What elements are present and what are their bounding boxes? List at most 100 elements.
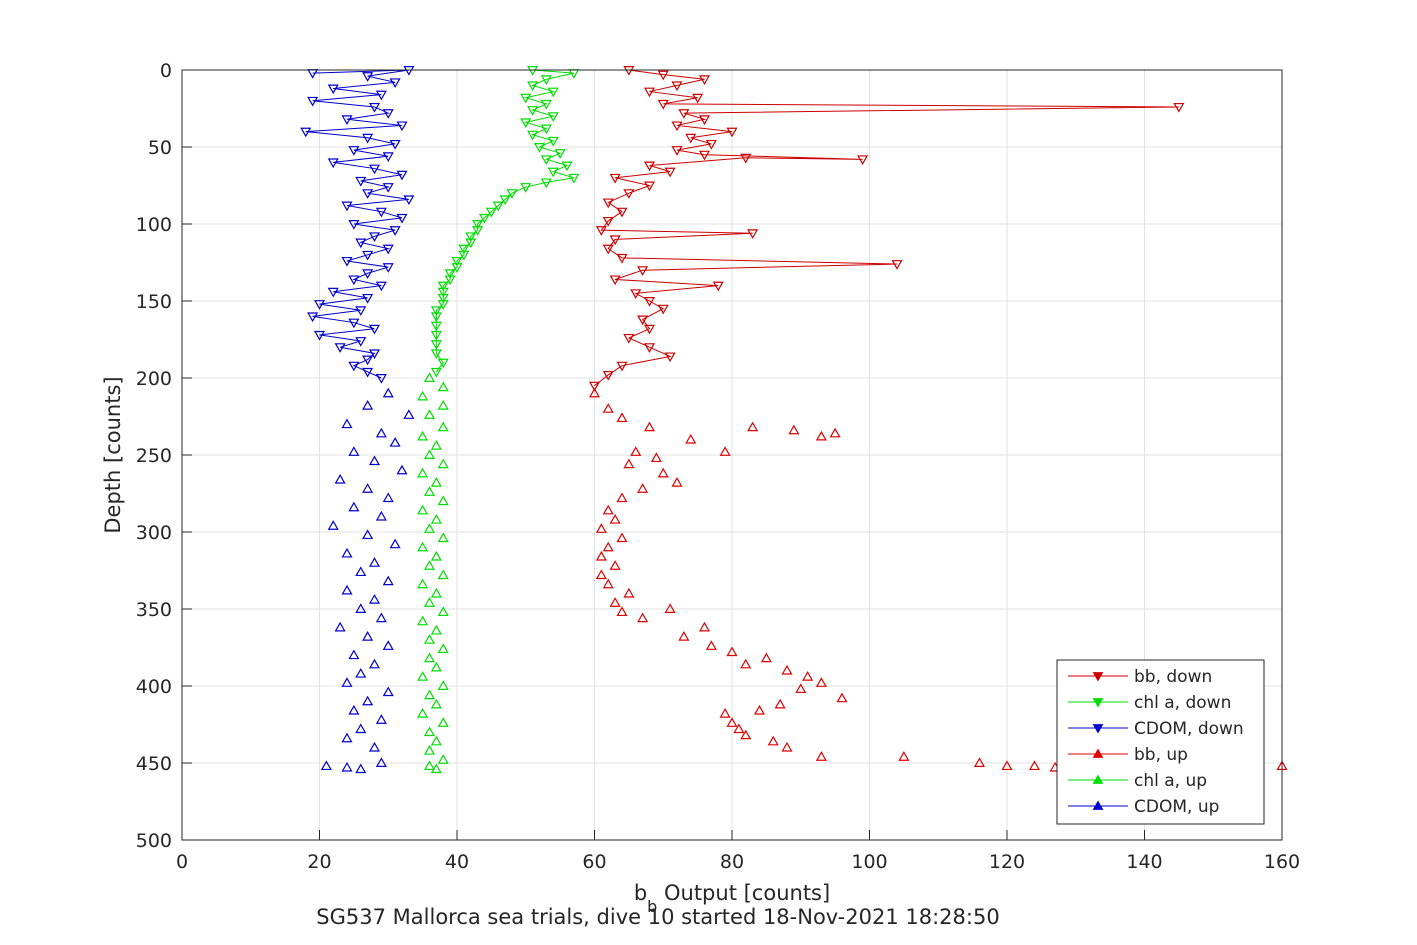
data-point bbox=[348, 649, 360, 660]
data-point bbox=[307, 312, 319, 323]
data-point bbox=[685, 433, 697, 444]
x-tick-label: 140 bbox=[1126, 851, 1162, 873]
data-point bbox=[362, 293, 374, 304]
data-point bbox=[623, 458, 635, 469]
y-axis-label: Depth [counts] bbox=[101, 376, 125, 533]
data-point bbox=[520, 93, 532, 104]
data-point bbox=[547, 136, 559, 147]
data-point bbox=[341, 761, 353, 772]
data-point bbox=[444, 275, 456, 286]
data-point bbox=[348, 446, 360, 456]
data-point bbox=[320, 760, 332, 771]
y-tick-label: 300 bbox=[136, 522, 172, 544]
data-point bbox=[623, 587, 635, 598]
data-point bbox=[588, 387, 601, 398]
data-point bbox=[637, 315, 649, 326]
data-point bbox=[527, 130, 539, 141]
data-point bbox=[417, 615, 429, 626]
data-point bbox=[437, 421, 449, 432]
y-tick-label: 0 bbox=[160, 60, 172, 82]
data-point bbox=[616, 361, 628, 372]
data-point bbox=[540, 124, 552, 135]
data-point bbox=[671, 477, 683, 487]
data-point bbox=[609, 235, 621, 246]
data-point bbox=[712, 281, 724, 292]
data-point bbox=[403, 409, 415, 419]
data-point bbox=[341, 201, 353, 212]
data-point bbox=[472, 220, 484, 230]
data-point bbox=[698, 150, 711, 161]
data-point bbox=[417, 541, 429, 552]
legend-item: CDOM, down bbox=[1068, 719, 1244, 739]
data-point bbox=[430, 312, 442, 323]
data-point bbox=[609, 597, 621, 607]
legend-label: CDOM, up bbox=[1134, 797, 1219, 817]
data-point bbox=[437, 717, 449, 727]
data-point bbox=[719, 446, 731, 456]
data-point bbox=[719, 708, 731, 718]
data-point bbox=[430, 321, 442, 332]
x-axis-label-subscript: b bbox=[647, 897, 657, 916]
data-point bbox=[568, 173, 580, 184]
x-tick-label: 80 bbox=[720, 851, 744, 873]
data-point bbox=[341, 732, 353, 743]
data-point bbox=[430, 735, 442, 746]
data-point bbox=[417, 504, 429, 515]
x-tick-label: 20 bbox=[307, 851, 331, 873]
data-point bbox=[829, 427, 841, 438]
data-point bbox=[423, 409, 436, 419]
legend: bb, down chl a, down CDOM, down bb, up chl a… bbox=[1056, 659, 1265, 825]
data-point bbox=[355, 238, 367, 249]
data-point bbox=[430, 306, 442, 316]
data-point bbox=[671, 146, 683, 156]
series-3 bbox=[588, 387, 1288, 772]
data-point bbox=[348, 220, 360, 230]
data-point bbox=[389, 139, 401, 150]
data-point bbox=[313, 300, 326, 310]
data-point bbox=[430, 349, 442, 360]
data-point bbox=[740, 153, 752, 164]
y-tick-label: 200 bbox=[136, 368, 172, 390]
data-point bbox=[637, 612, 649, 623]
data-point bbox=[368, 232, 381, 243]
data-point bbox=[643, 421, 656, 432]
y-axis-ticks: 0 50 100 150 200 250 300 350 400 450 500 bbox=[136, 60, 192, 852]
data-point bbox=[382, 263, 394, 273]
data-point bbox=[396, 464, 408, 475]
data-point bbox=[527, 106, 539, 116]
data-point bbox=[430, 661, 442, 672]
data-point bbox=[836, 692, 848, 703]
series-line bbox=[305, 69, 409, 379]
data-point bbox=[527, 66, 539, 76]
data-point bbox=[348, 275, 360, 286]
data-point bbox=[362, 355, 374, 366]
data-point bbox=[348, 704, 360, 715]
data-point bbox=[355, 306, 367, 316]
x-tick-label: 120 bbox=[989, 851, 1025, 873]
data-point bbox=[527, 81, 539, 92]
data-point bbox=[767, 735, 779, 746]
data-point bbox=[437, 300, 449, 310]
data-point bbox=[795, 683, 807, 694]
data-point bbox=[458, 244, 470, 255]
data-point bbox=[740, 729, 752, 740]
y-tick-label: 150 bbox=[136, 291, 172, 313]
x-axis-label-main: b bbox=[634, 881, 647, 905]
data-point bbox=[375, 757, 387, 767]
data-point bbox=[774, 698, 786, 709]
data-point bbox=[362, 483, 374, 493]
data-point bbox=[602, 370, 614, 381]
data-point bbox=[437, 495, 449, 506]
data-point bbox=[368, 741, 381, 752]
data-point bbox=[540, 178, 552, 189]
x-tick-label: 100 bbox=[851, 851, 887, 873]
data-point bbox=[547, 112, 559, 122]
data-point bbox=[430, 763, 442, 774]
data-point bbox=[375, 207, 387, 218]
y-tick-label: 350 bbox=[136, 599, 172, 621]
data-point bbox=[423, 689, 436, 700]
data-point bbox=[609, 275, 621, 286]
data-point bbox=[616, 253, 628, 264]
data-point bbox=[341, 547, 353, 558]
legend-item: bb, down bbox=[1068, 667, 1212, 687]
